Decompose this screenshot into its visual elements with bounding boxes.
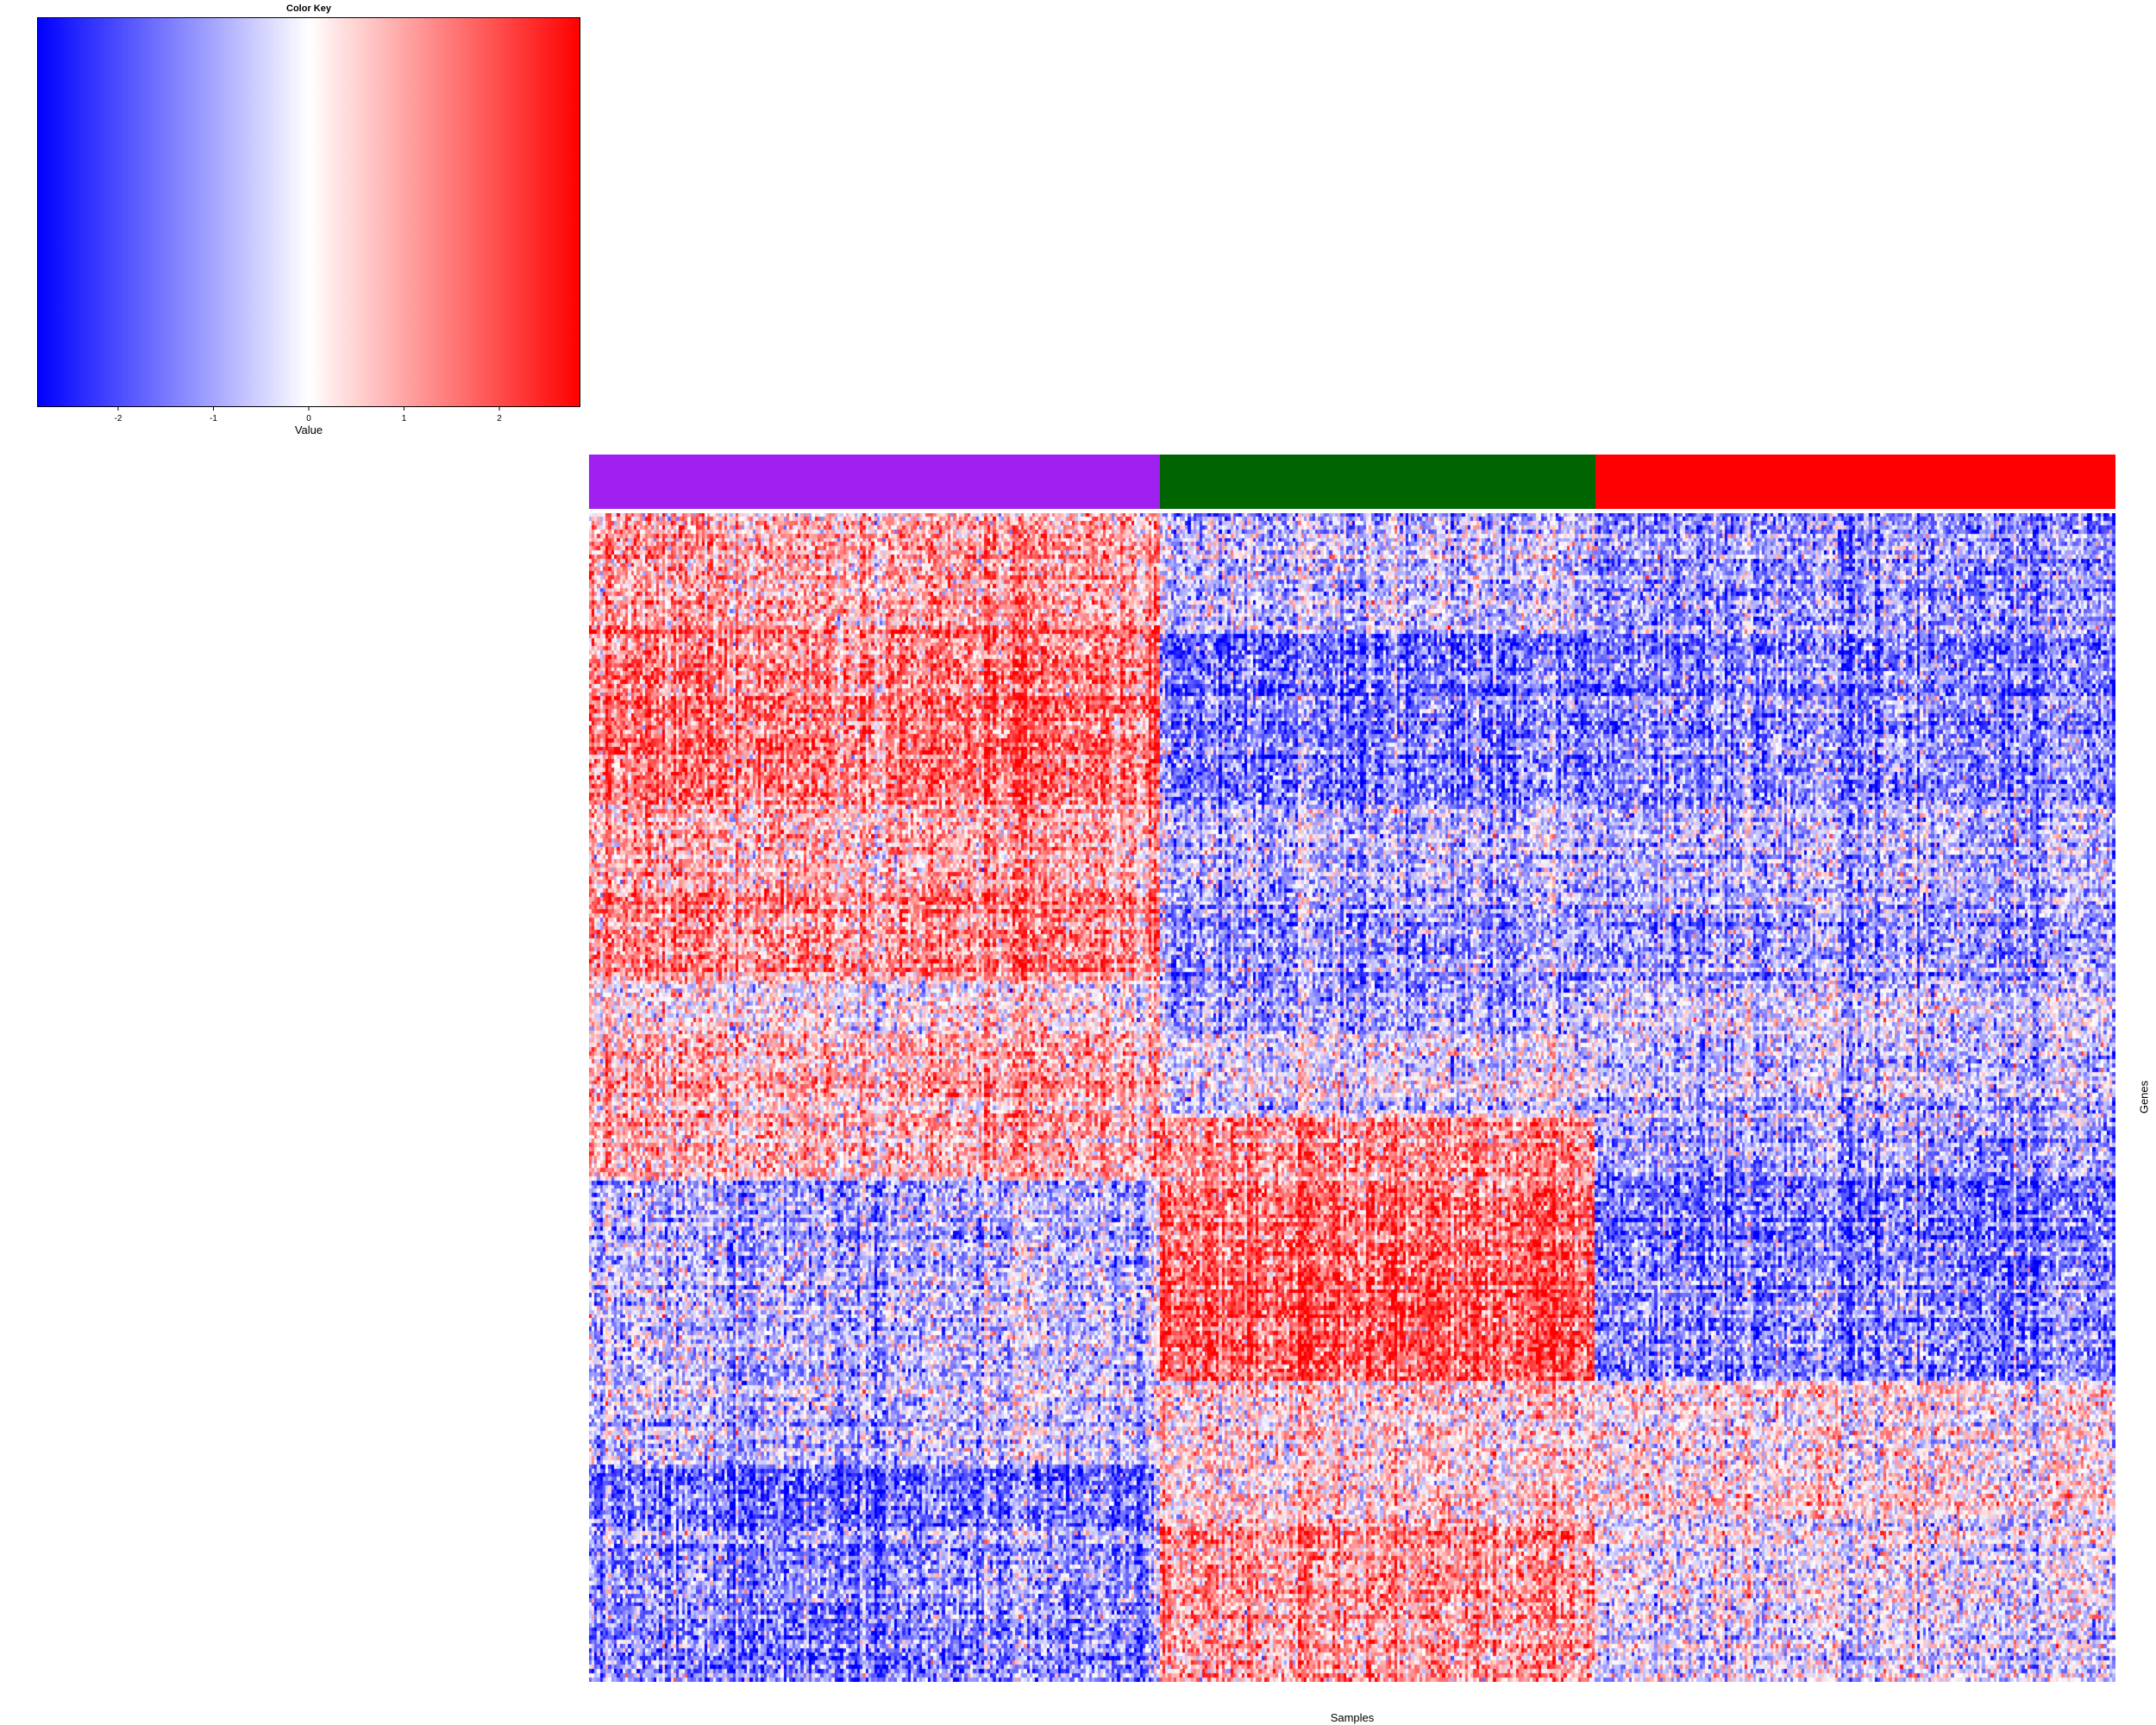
x-axis-label: Samples	[1330, 1711, 1375, 1724]
sample-group-3	[1595, 455, 2115, 509]
sample-group-1	[589, 455, 1161, 509]
color-key-tick-label: -1	[210, 414, 217, 423]
color-key-tick-label: 2	[497, 414, 502, 423]
color-key-gradient	[37, 17, 580, 407]
sample-group-color-bar	[589, 455, 2115, 509]
color-key-tick-label: 0	[306, 414, 311, 423]
y-axis-label: Genes	[2137, 1080, 2151, 1114]
color-key-tick-label: -2	[114, 414, 122, 423]
sample-group-2	[1160, 455, 1595, 509]
color-key-title: Color Key	[286, 3, 331, 14]
expression-heatmap	[589, 513, 2115, 1682]
color-key-axis: -2 -1 0 1 2	[114, 406, 502, 423]
color-key-tick-label: 1	[402, 414, 407, 423]
color-key-value-label: Value	[294, 423, 323, 436]
